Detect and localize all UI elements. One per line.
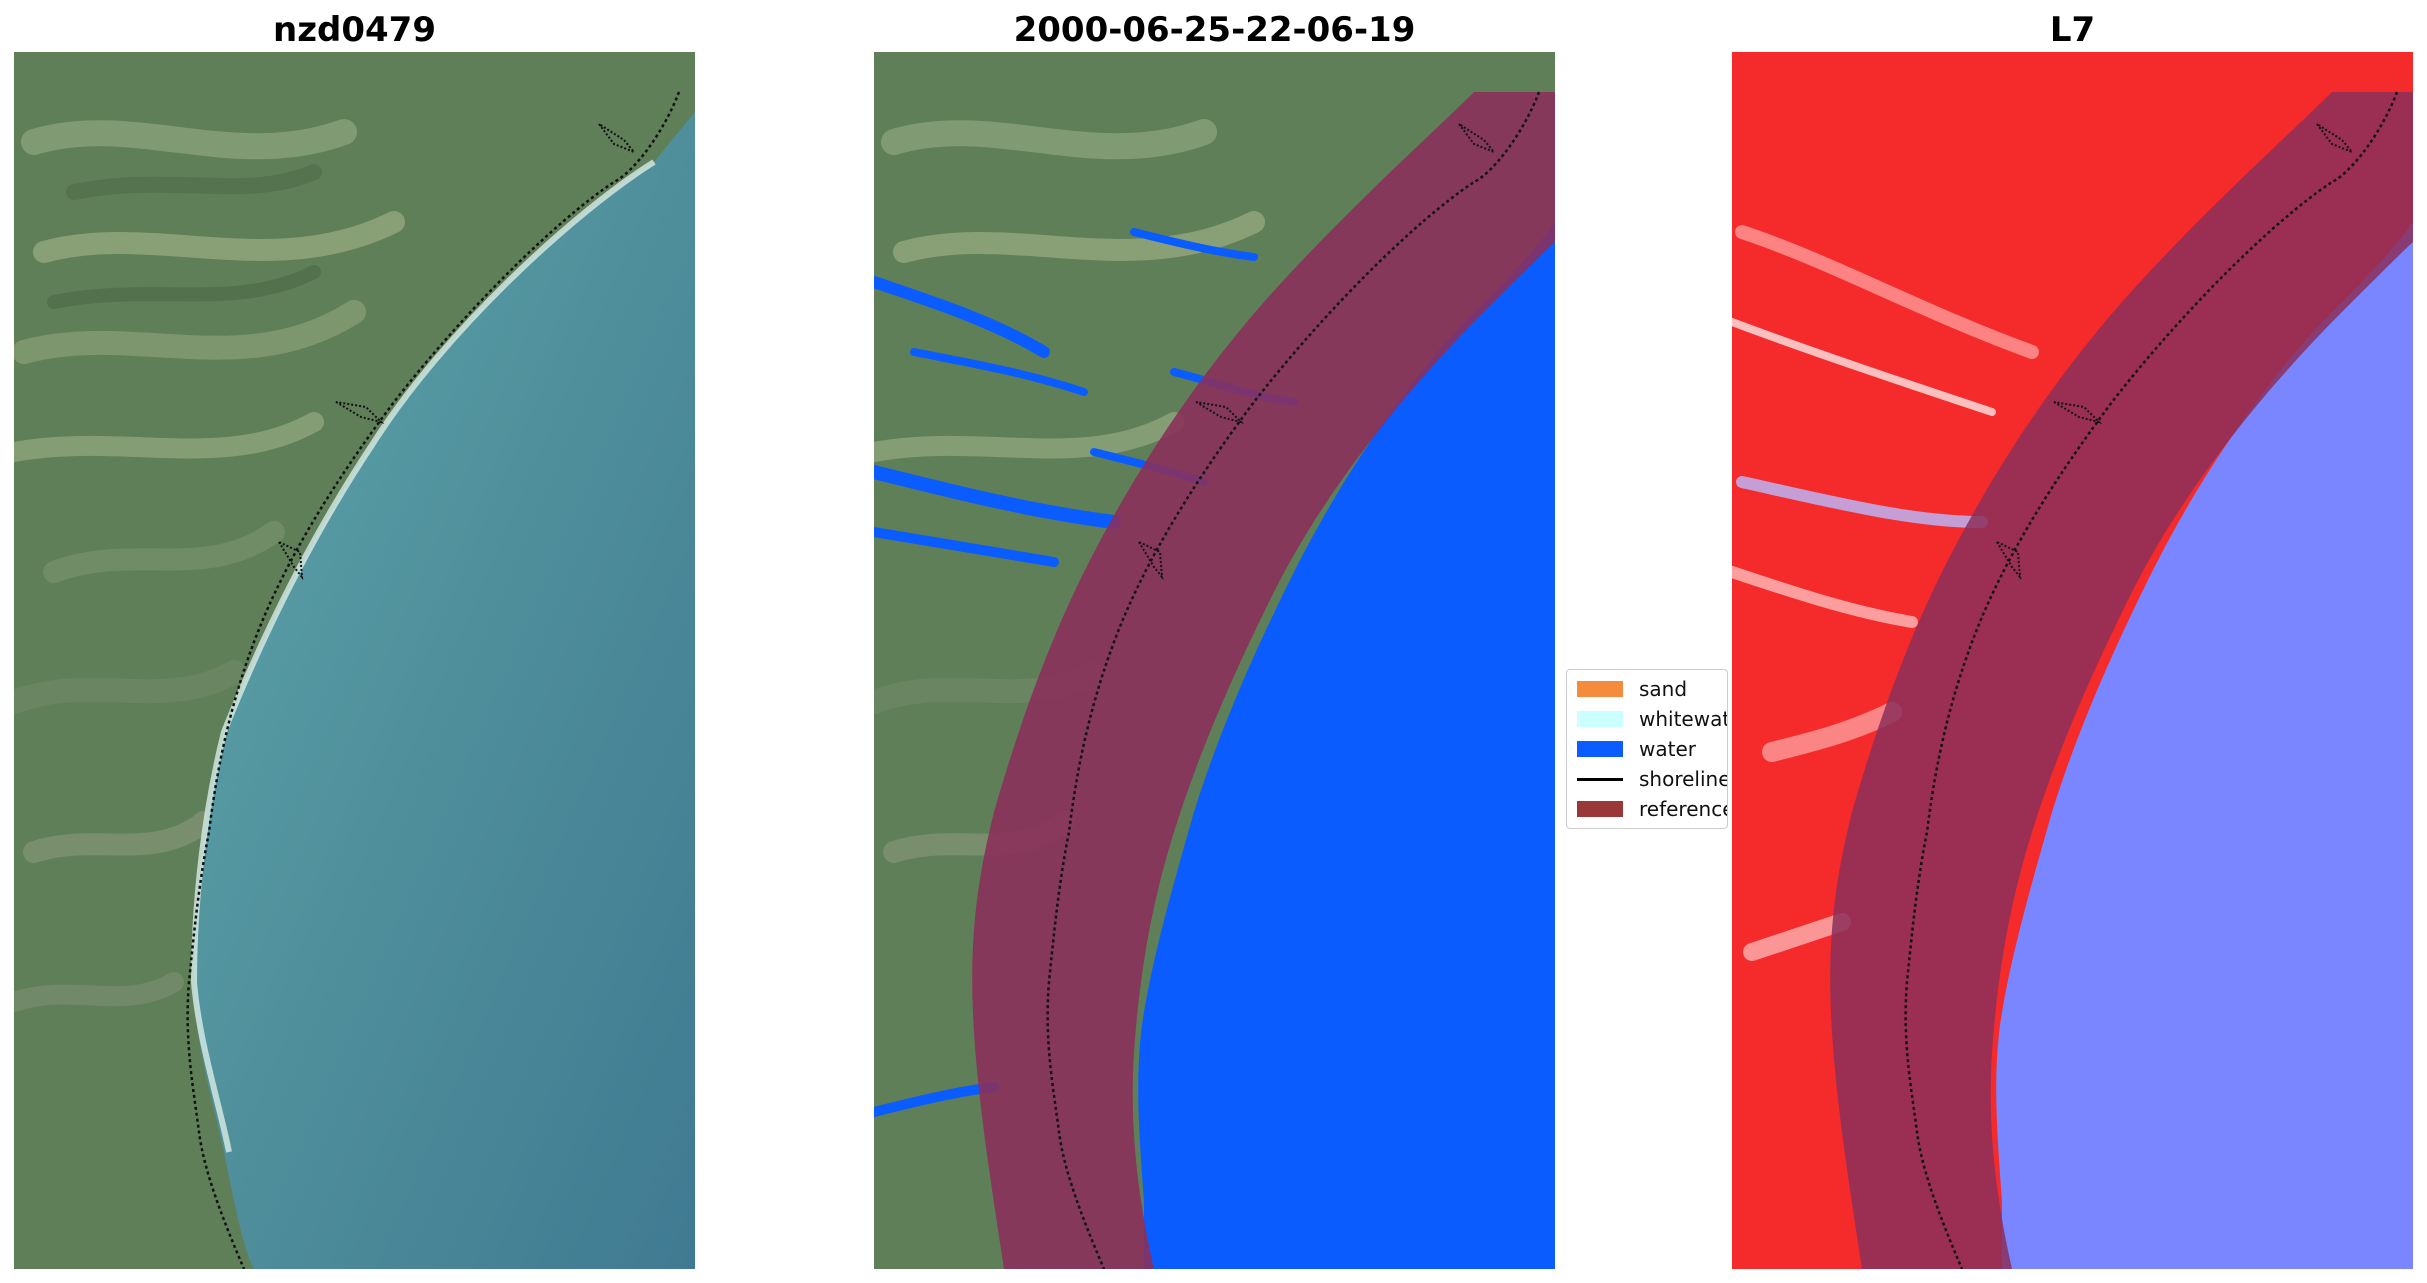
- legend-item-whitewater: whitewater: [1577, 706, 1727, 732]
- legend-item-reference: reference: [1577, 796, 1728, 822]
- right-panel-title: L7: [2049, 10, 2096, 50]
- sand-swatch: [1577, 681, 1623, 697]
- rgb-satellite-image: [14, 52, 695, 1269]
- water-swatch: [1577, 741, 1623, 757]
- left-panel-title: nzd0479: [273, 10, 436, 50]
- rgb-image-panel: [14, 52, 695, 1269]
- index-image: [1732, 52, 2413, 1269]
- legend-label: shoreline: [1639, 767, 1728, 791]
- classification-legend: sand whitewater water shoreline referenc…: [1566, 669, 1728, 829]
- middle-panel-title: 2000-06-25-22-06-19: [1013, 10, 1416, 50]
- legend-item-water: water: [1577, 736, 1727, 762]
- legend-item-shoreline: shoreline: [1577, 766, 1728, 792]
- legend-item-sand: sand: [1577, 676, 1727, 702]
- classification-panel: [874, 52, 1555, 1269]
- legend-label: water: [1639, 737, 1696, 761]
- classification-image: [874, 52, 1555, 1269]
- reference-swatch: [1577, 801, 1623, 817]
- legend-label: reference: [1639, 797, 1728, 821]
- whitewater-swatch: [1577, 711, 1623, 727]
- legend-label: sand: [1639, 677, 1688, 701]
- legend-label: whitewater: [1639, 707, 1727, 731]
- shoreline-line-swatch: [1577, 778, 1623, 781]
- index-panel: [1732, 52, 2413, 1269]
